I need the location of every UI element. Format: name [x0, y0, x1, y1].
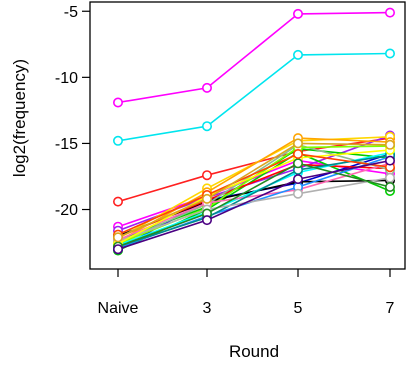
- x-axis: Naive 3 5 7: [98, 269, 395, 317]
- x-axis-title: Round: [229, 342, 279, 361]
- y-tick-label: -5: [64, 4, 78, 21]
- data-point: [202, 82, 213, 93]
- data-point: [202, 193, 213, 204]
- series-line: [117, 137, 391, 242]
- series-line: [117, 149, 391, 245]
- series-23: [113, 155, 395, 255]
- data-point: [384, 155, 395, 166]
- x-tick-label: 3: [203, 300, 212, 317]
- series-line: [117, 52, 391, 142]
- data-point: [384, 48, 395, 59]
- data-point: [113, 97, 124, 108]
- data-point: [384, 182, 395, 193]
- series-1: [113, 7, 395, 108]
- plot-frame: [89, 1, 406, 270]
- data-point: [113, 232, 124, 243]
- data-point: [292, 49, 303, 60]
- x-tick-label: Naive: [98, 300, 139, 317]
- data-point: [113, 135, 124, 146]
- x-tick-label: 5: [294, 300, 303, 317]
- data-point: [292, 188, 303, 199]
- y-axis-title: log2(frequency): [10, 59, 29, 177]
- series-2: [113, 48, 395, 146]
- series-line: [117, 177, 391, 242]
- data-point: [292, 174, 303, 185]
- series-line: [117, 162, 391, 241]
- data-point: [202, 121, 213, 132]
- y-tick-label: -20: [55, 202, 78, 219]
- data-point: [202, 170, 213, 181]
- data-point: [292, 158, 303, 169]
- series-line: [117, 162, 391, 248]
- data-point: [292, 8, 303, 19]
- data-point: [384, 7, 395, 18]
- series-line: [117, 159, 391, 250]
- data-point: [202, 215, 213, 226]
- y-tick-label: -10: [55, 70, 78, 87]
- data-point: [292, 138, 303, 149]
- y-axis: -5 -10 -15 -20: [55, 4, 90, 219]
- series-layer: [113, 7, 395, 256]
- series-line: [117, 142, 391, 239]
- data-point: [292, 149, 303, 160]
- series-line: [117, 154, 391, 248]
- y-tick-label: -15: [55, 136, 78, 153]
- data-point: [384, 139, 395, 150]
- data-point: [113, 196, 124, 207]
- x-tick-label: 7: [386, 300, 395, 317]
- series-line: [117, 153, 391, 236]
- data-point: [384, 172, 395, 183]
- series-24: [113, 138, 395, 243]
- data-point: [113, 244, 124, 255]
- series-line: [117, 11, 391, 104]
